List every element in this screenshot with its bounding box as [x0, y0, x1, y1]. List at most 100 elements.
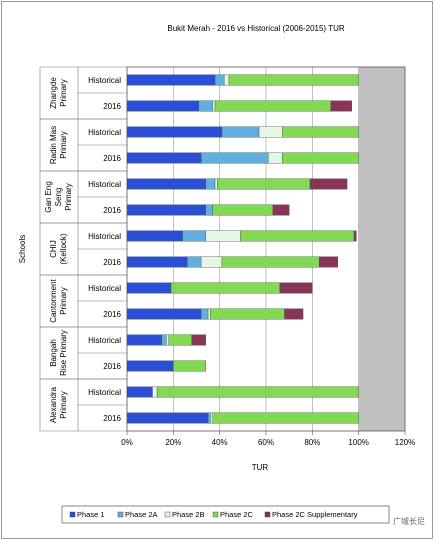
legend-box: [61, 505, 390, 524]
row-label: Historical: [88, 128, 121, 137]
row-label: Historical: [88, 180, 121, 189]
row-label: 2016: [103, 206, 121, 215]
bar-segment-phase-2c-supplementary: [284, 308, 304, 320]
bar-segment-phase-2c: [210, 308, 285, 320]
bar-segment-phase-1: [126, 282, 172, 294]
x-axis-title: TUR: [252, 463, 269, 472]
bar-segment-phase-2a: [182, 230, 206, 242]
bar-segment-phase-2c-supplementary: [191, 334, 206, 346]
bar-segment-phase-2b: [166, 334, 169, 346]
bar-segment-phase-2a: [161, 334, 167, 346]
bar-segment-phase-1: [126, 178, 206, 190]
school-label: AlexandraPrimary: [49, 386, 68, 423]
bar-segment-phase-2c-supplementary: [353, 230, 357, 242]
row-label: Historical: [88, 284, 121, 293]
school-label: Radin MasPrimary: [49, 126, 68, 164]
x-tick-label: 0%: [121, 438, 133, 447]
school-label-line: Rise Primary: [59, 330, 68, 376]
bar-segment-phase-1: [126, 308, 202, 320]
x-tick-label: 100%: [348, 438, 368, 447]
legend-swatch: [264, 511, 271, 518]
x-tick-label: 120%: [395, 438, 415, 447]
school-label-line: Zhangde: [49, 77, 58, 109]
school-label-line: Bangah: [49, 339, 58, 367]
x-tick-label: 60%: [258, 438, 274, 447]
bar-segment-phase-2c: [212, 412, 359, 424]
bar-segment-phase-2a: [200, 308, 209, 320]
bar-segment-phase-2b: [212, 100, 216, 112]
x-tick-label: 40%: [212, 438, 228, 447]
bar-segment-phase-1: [126, 126, 223, 138]
row-label: 2016: [103, 154, 121, 163]
bar-segment-phase-2c-supplementary: [309, 178, 348, 190]
bar-segment-phase-2c-supplementary: [279, 282, 313, 294]
bar-segment-phase-1: [126, 334, 162, 346]
bar-segment-phase-2a: [187, 256, 202, 268]
school-label-line: Primary: [59, 287, 68, 315]
bar-segment-phase-2c: [228, 74, 359, 86]
row-label: Historical: [88, 232, 121, 241]
bar-segment-phase-2a: [214, 74, 225, 86]
bar-segment-phase-2c: [173, 360, 206, 372]
bar-segment-phase-2c: [170, 282, 281, 294]
bar-segment-phase-2c: [217, 178, 311, 190]
legend-label: Phase 2A: [125, 510, 158, 519]
bar-segment-phase-2c: [214, 100, 332, 112]
legend-label: Phase 2C: [220, 510, 254, 519]
bar-segment-phase-2a: [198, 100, 213, 112]
row-label: Historical: [88, 76, 121, 85]
bar-segment-phase-2a: [200, 152, 269, 164]
school-label: Gan EngSengPrimary: [44, 181, 73, 213]
bar-segment-phase-2b: [207, 308, 211, 320]
bar-segment-phase-2b: [152, 386, 158, 398]
row-label: 2016: [103, 102, 121, 111]
bar-segment-phase-1: [126, 256, 188, 268]
row-label: Historical: [88, 336, 121, 345]
bar-segment-phase-2c: [168, 334, 193, 346]
bar-segment-phase-2a: [221, 126, 260, 138]
legend-swatch: [164, 511, 171, 518]
bar-segment-phase-2c: [212, 204, 274, 216]
school-label: ZhangdePrimary: [49, 77, 68, 109]
x-tick-label: 80%: [304, 438, 320, 447]
bar-segment-phase-2c: [156, 386, 359, 398]
legend-swatch: [117, 511, 124, 518]
bar-segment-phase-1: [126, 386, 153, 398]
school-label-line: Cantonment: [49, 278, 58, 322]
bar-segment-phase-2b: [258, 126, 283, 138]
legend-label: Phase 1: [77, 510, 105, 519]
chart-title: Bukit Merah - 2016 vs Historical (2006-2…: [167, 24, 344, 33]
school-label-line: Primary: [59, 79, 68, 107]
capacity-exceeded-region: [358, 67, 405, 431]
y-axis-title: Schools: [18, 235, 27, 263]
row-label: 2016: [103, 258, 121, 267]
legend-swatch: [212, 511, 219, 518]
school-label-line: Primary: [59, 131, 68, 159]
bar-segment-phase-1: [126, 100, 200, 112]
bar-segment-phase-2b: [205, 230, 241, 242]
school-label: CHIJ(Kellock): [49, 233, 68, 264]
bar-segment-phase-2a: [205, 178, 216, 190]
bar-segment-phase-1: [126, 74, 216, 86]
legend-label: Phase 2B: [172, 510, 205, 519]
row-label: 2016: [103, 362, 121, 371]
school-label-line: Alexandra: [49, 386, 58, 423]
row-label: 2016: [103, 310, 121, 319]
bar-segment-phase-2b: [224, 74, 230, 86]
x-tick-label: 20%: [165, 438, 181, 447]
row-label: Historical: [88, 388, 121, 397]
bar-segment-phase-2b: [200, 256, 223, 268]
bar-segment-phase-1: [126, 412, 209, 424]
bar-segment-phase-2b: [268, 152, 283, 164]
legend-label: Phase 2C Supplementary: [272, 510, 358, 519]
school-label-line: (Kellock): [59, 233, 68, 264]
bar-segment-phase-2a: [205, 204, 213, 216]
school-label: CantonmentPrimary: [49, 278, 68, 322]
bar-segment-phase-1: [126, 204, 206, 216]
watermark-text: 广域长尼: [391, 516, 427, 527]
bar-segment-phase-2c-supplementary: [272, 204, 290, 216]
bar-segment-phase-2c: [282, 126, 359, 138]
bar-segment-phase-2b: [214, 178, 218, 190]
bar-segment-phase-2a: [207, 412, 211, 424]
